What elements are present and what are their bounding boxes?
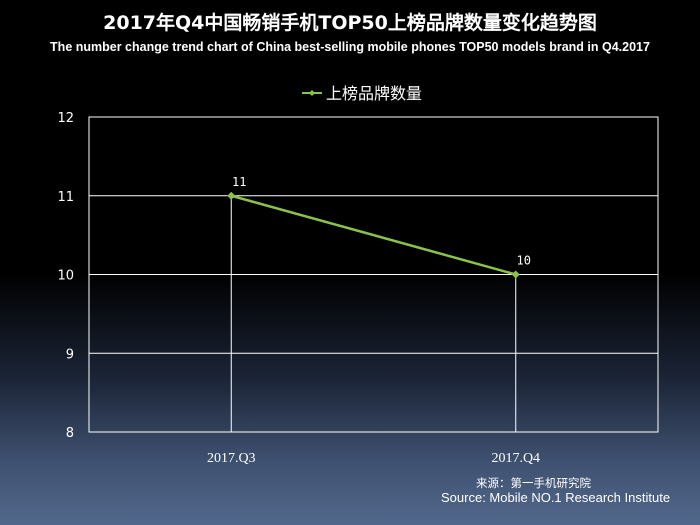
x-tick-label: 2017.Q4: [491, 451, 540, 466]
data-label: 11: [232, 175, 246, 189]
data-label: 10: [517, 254, 531, 268]
data-point: [511, 270, 520, 279]
legend-marker: [309, 90, 315, 96]
data-point: [227, 191, 236, 200]
legend-label: 上榜品牌数量: [326, 84, 422, 103]
chart-subtitle: The number change trend chart of China b…: [50, 40, 650, 54]
series-line: [230, 194, 517, 276]
y-tick-label: 8: [66, 426, 74, 441]
y-tick-label: 12: [57, 111, 74, 126]
y-tick-label: 10: [57, 269, 74, 284]
source-cn: 来源：第一手机研究院: [476, 476, 591, 490]
chart-title: 2017年Q4中国畅销手机TOP50上榜品牌数量变化趋势图: [103, 12, 597, 34]
y-tick-label: 9: [66, 347, 74, 362]
y-tick-label: 11: [57, 190, 74, 205]
source-en: Source: Mobile NO.1 Research Institute: [441, 490, 671, 505]
x-tick-label: 2017.Q3: [207, 451, 256, 466]
